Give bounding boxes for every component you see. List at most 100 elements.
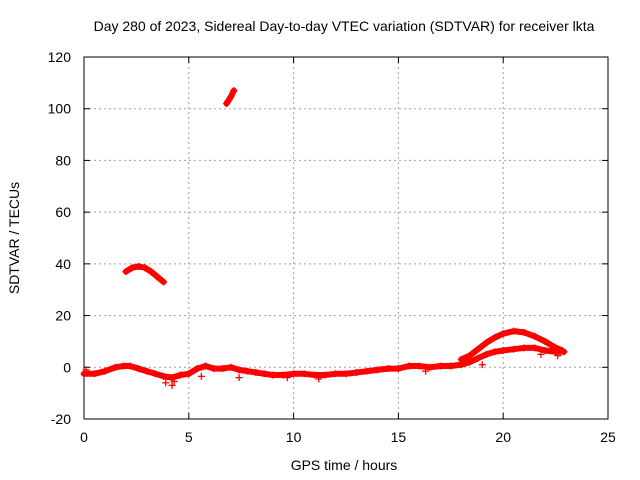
- data-point: [491, 348, 499, 356]
- y-tick-label: 20: [55, 308, 71, 324]
- data-point: [147, 268, 155, 276]
- data-point: [321, 371, 329, 379]
- data-point: [122, 268, 130, 276]
- data-point: [554, 352, 562, 360]
- data-point: [510, 345, 518, 353]
- data-point: [197, 372, 205, 380]
- data-point: [128, 264, 136, 272]
- data-point: [332, 370, 340, 378]
- data-point: [193, 365, 201, 373]
- x-tick-label: 20: [495, 429, 511, 445]
- series-arc-near-40: [122, 262, 168, 286]
- x-tick-label: 0: [80, 429, 88, 445]
- data-point: [210, 365, 218, 373]
- data-point: [300, 370, 308, 378]
- data-point: [227, 93, 235, 101]
- data-point: [170, 378, 178, 386]
- data-point: [363, 367, 371, 375]
- data-point: [457, 356, 465, 364]
- data-point: [474, 354, 482, 362]
- data-point: [491, 334, 499, 342]
- data-point: [168, 381, 176, 389]
- data-point: [290, 370, 298, 378]
- data-point: [134, 262, 142, 270]
- data-point: [269, 371, 277, 379]
- x-tick-label: 10: [286, 429, 302, 445]
- data-point: [141, 264, 149, 272]
- data-point: [160, 372, 168, 380]
- data-point: [541, 337, 549, 345]
- data-point: [120, 362, 128, 370]
- axis-ticks: [83, 56, 609, 420]
- data-point: [235, 366, 243, 374]
- x-tick-label: 25: [600, 429, 616, 445]
- data-point: [185, 370, 193, 378]
- data-point: [384, 365, 392, 373]
- data-point: [90, 370, 98, 378]
- y-tick-label: 80: [55, 152, 71, 168]
- data-point: [223, 100, 231, 108]
- data-point: [482, 339, 490, 347]
- data-point: [202, 362, 210, 370]
- data-point: [227, 363, 235, 371]
- data-point: [311, 371, 319, 379]
- x-axis-label: GPS time / hours: [291, 457, 398, 473]
- data-point: [520, 328, 528, 336]
- data-point: [176, 371, 184, 379]
- x-tick-label: 5: [185, 429, 193, 445]
- data-point: [218, 365, 226, 373]
- data-point: [537, 350, 545, 358]
- y-tick-label: 40: [55, 256, 71, 272]
- grid-lines: [84, 57, 608, 419]
- series-upper-band: [457, 327, 566, 364]
- data-point: [510, 327, 518, 335]
- data-point: [168, 374, 176, 382]
- data-point: [153, 273, 161, 281]
- chart-title: Day 280 of 2023, Sidereal Day-to-day VTE…: [94, 18, 595, 34]
- data-point: [126, 362, 134, 370]
- data-point: [474, 345, 482, 353]
- series-trace-main-track: [81, 344, 567, 381]
- data-point: [235, 374, 243, 382]
- series-trace-upper-band: [458, 328, 565, 363]
- data-point: [260, 370, 268, 378]
- y-tick-label: -20: [51, 411, 71, 427]
- data-point: [426, 363, 434, 371]
- data-point: [466, 358, 474, 366]
- x-tick-label: 15: [391, 429, 407, 445]
- data-point: [499, 330, 507, 338]
- data-point: [252, 368, 260, 376]
- data-point: [541, 346, 549, 354]
- data-point: [415, 362, 423, 370]
- data-point: [283, 374, 291, 382]
- data-point: [436, 362, 444, 370]
- data-point: [520, 344, 528, 352]
- data-point: [499, 346, 507, 354]
- data-point: [243, 367, 251, 375]
- series-outliers: [82, 350, 562, 389]
- y-tick-label: 100: [48, 101, 72, 117]
- series-segment-near-105: [223, 87, 238, 108]
- data-point: [230, 87, 238, 95]
- data-point: [342, 370, 350, 378]
- data-point: [482, 350, 490, 358]
- tick-labels: 0 5 10 15 20 25 -20 0 20 40 60 80 100 120: [48, 49, 616, 445]
- y-axis-label: SDTVAR / TECUs: [6, 182, 22, 294]
- y-tick-label: 0: [63, 359, 71, 375]
- data-point: [531, 332, 539, 340]
- data-point: [550, 343, 558, 351]
- data-point: [279, 371, 287, 379]
- data-point: [143, 367, 151, 375]
- data-point: [315, 375, 323, 383]
- data-point: [160, 278, 168, 286]
- data-point: [373, 366, 381, 374]
- data-point: [101, 367, 109, 375]
- data-point: [162, 379, 170, 387]
- data-point: [111, 363, 119, 371]
- data-point: [422, 367, 430, 375]
- data-point: [82, 366, 90, 374]
- data-point: [151, 370, 159, 378]
- data-point: [134, 365, 142, 373]
- data-series: [80, 87, 568, 389]
